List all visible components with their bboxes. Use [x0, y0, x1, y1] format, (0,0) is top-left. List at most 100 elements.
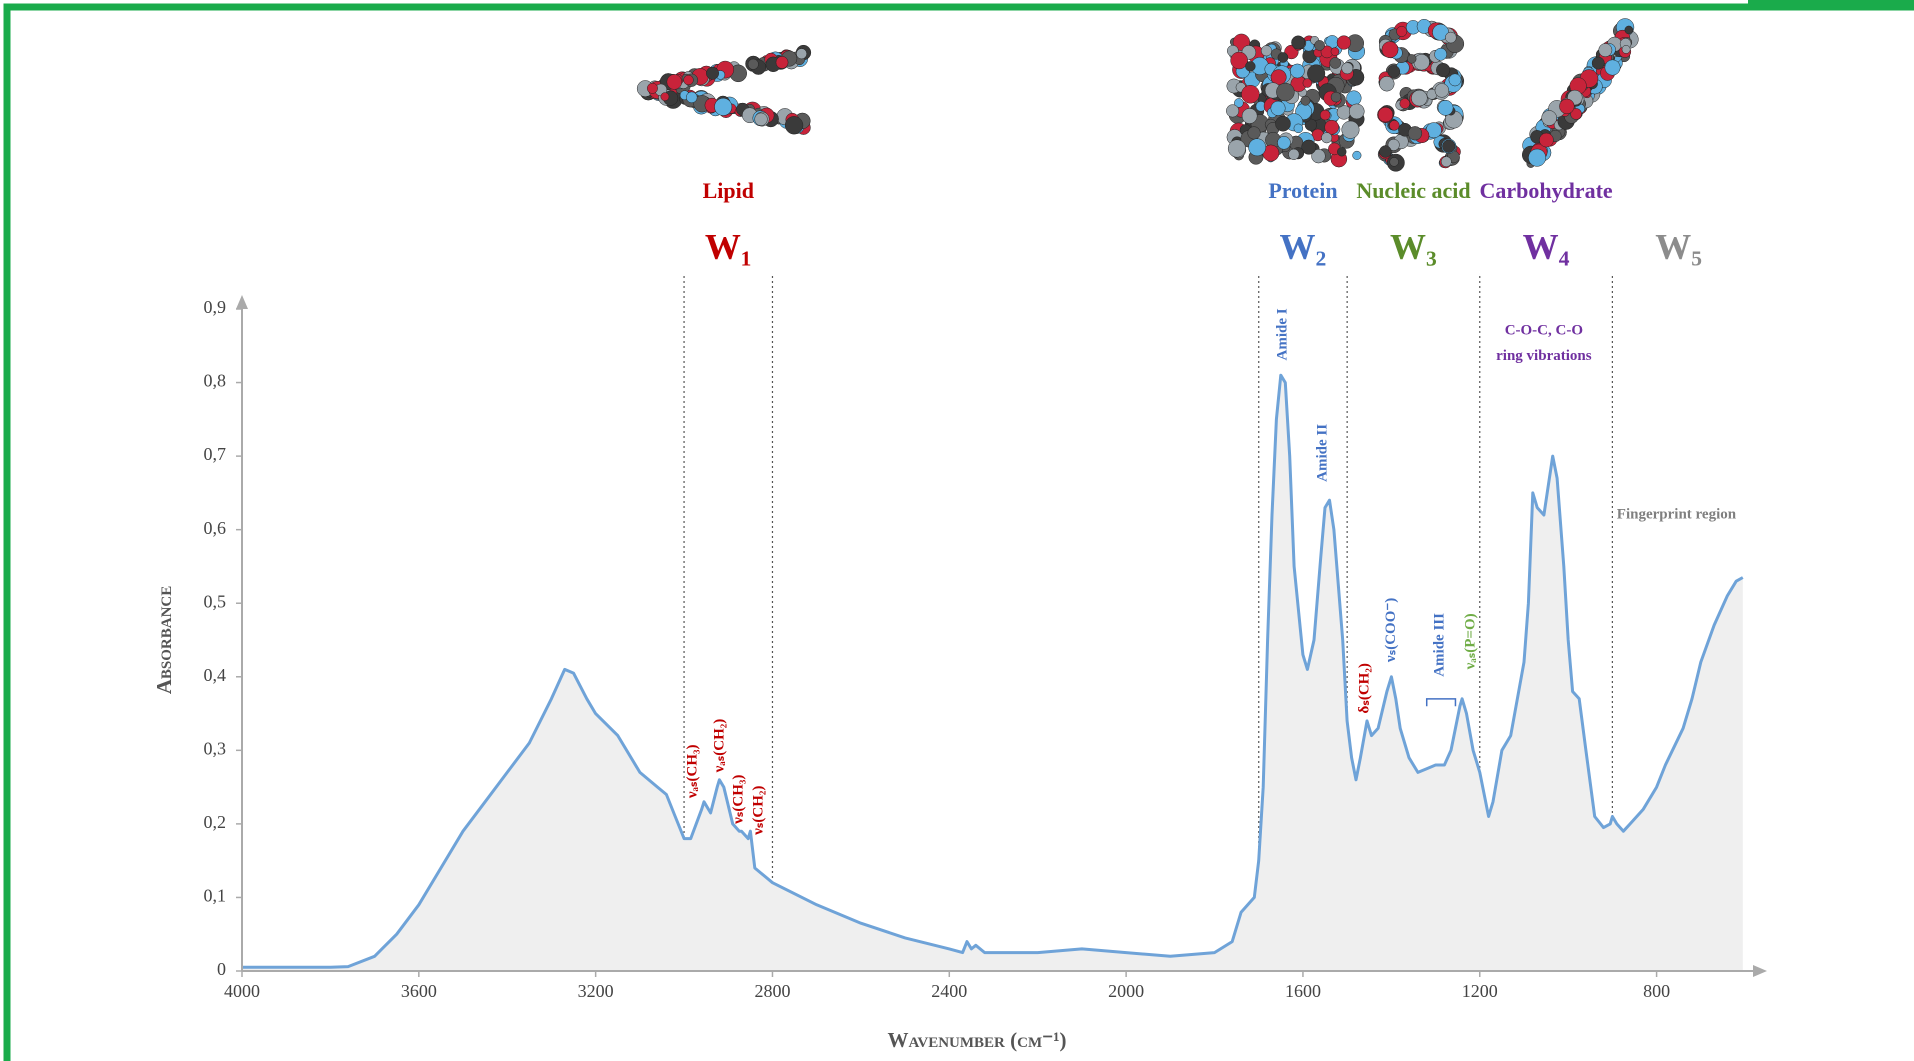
atom: [1434, 83, 1450, 98]
area: [242, 375, 1743, 971]
y-tick-label: 0: [217, 959, 226, 979]
atom: [1399, 98, 1411, 109]
atom: [1434, 47, 1448, 61]
atom: [1234, 98, 1244, 108]
x-tick-label: 3200: [578, 981, 614, 1001]
y-axis-arrow: [236, 295, 248, 309]
x-tick-label: 3600: [401, 981, 437, 1001]
atom: [1301, 139, 1317, 155]
atom: [1539, 132, 1554, 148]
atom: [754, 112, 768, 126]
x-axis-title: Wavenumber (cm⁻¹): [887, 1028, 1066, 1052]
annotation: νₐₛ(CH₃): [684, 744, 700, 799]
atom: [1302, 78, 1313, 88]
group-label: Lipid: [703, 178, 754, 203]
molecule-images: [636, 18, 1639, 172]
atom: [1377, 106, 1394, 123]
spectrum-line: [242, 373, 1744, 969]
atom: [1337, 147, 1347, 157]
atom: [1348, 103, 1365, 120]
y-tick-label: 0,4: [204, 665, 227, 685]
y-tick-label: 0,1: [204, 886, 227, 906]
atom: [1413, 54, 1430, 71]
atom: [1559, 98, 1575, 115]
atom: [706, 66, 720, 80]
atom: [1379, 76, 1395, 92]
atom: [1336, 35, 1352, 50]
annotation: Amide I: [1274, 308, 1290, 360]
atom: [1436, 62, 1451, 78]
atom: [685, 91, 698, 104]
atom: [1321, 132, 1333, 144]
atom: [1330, 91, 1342, 103]
atom: [1440, 156, 1452, 168]
atom: [1291, 35, 1306, 50]
y-tick-label: 0,6: [204, 518, 227, 538]
atom: [1314, 40, 1325, 51]
annotation: Amide II: [1314, 424, 1330, 482]
atom: [1241, 85, 1260, 104]
atom: [1276, 82, 1295, 102]
atom: [1407, 126, 1423, 141]
atom: [1288, 148, 1300, 160]
atom: [1621, 45, 1631, 54]
atom: [1442, 139, 1456, 153]
atom: [1624, 25, 1634, 35]
x-tick-label: 4000: [224, 981, 260, 1001]
y-tick-label: 0,3: [204, 738, 227, 758]
atom: [1341, 62, 1354, 75]
x-tick-label: 2400: [931, 981, 967, 1001]
annotation: Fingerprint region: [1617, 506, 1737, 522]
atom: [1604, 59, 1621, 76]
atom: [660, 92, 670, 102]
annotation: νₛ(CH₃): [731, 775, 747, 825]
atom: [1290, 63, 1305, 79]
atom: [666, 74, 683, 90]
atom: [1293, 123, 1304, 134]
region-label: W₄: [1523, 226, 1570, 266]
atom: [1381, 41, 1399, 59]
annotation: νₐₛ(P=O): [1462, 613, 1478, 670]
atom: [1437, 99, 1454, 116]
atom: [1396, 25, 1408, 37]
x-tick-label: 2000: [1108, 981, 1144, 1001]
atom: [784, 116, 804, 135]
atom: [796, 48, 808, 60]
y-tick-label: 0,7: [204, 444, 227, 464]
atom: [1270, 100, 1286, 116]
atom: [1448, 73, 1462, 87]
atom: [1379, 145, 1392, 158]
atom: [1319, 109, 1331, 121]
atom: [1445, 31, 1457, 44]
atom: [1277, 52, 1289, 63]
atom: [683, 74, 694, 86]
atom: [1389, 157, 1399, 167]
annotation: νₐₛ(CH₂): [712, 719, 728, 774]
atom: [1248, 138, 1267, 157]
region-label: W₃: [1390, 226, 1437, 266]
x-tick-label: 1600: [1285, 981, 1321, 1001]
atom: [1275, 115, 1291, 132]
atom: [1226, 104, 1240, 118]
group-label: Carbohydrate: [1479, 178, 1612, 203]
frame-tab: [1748, 0, 1914, 6]
atom: [1324, 119, 1340, 135]
x-axis-arrow: [1753, 965, 1767, 977]
y-tick-label: 0,8: [204, 371, 227, 391]
atom: [1311, 148, 1326, 164]
y-tick-label: 0,9: [204, 297, 227, 317]
atom: [1528, 148, 1547, 167]
atom: [714, 97, 733, 116]
atom: [1541, 110, 1557, 126]
atom: [1245, 61, 1256, 72]
x-tick-label: 1200: [1462, 981, 1498, 1001]
atom: [1407, 54, 1417, 64]
atom: [646, 82, 658, 94]
atom: [1329, 57, 1342, 69]
group-label: Nucleic acid: [1356, 178, 1470, 203]
atom: [1411, 89, 1428, 107]
x-tick-label: 2800: [754, 981, 790, 1001]
atom: [1570, 108, 1582, 120]
